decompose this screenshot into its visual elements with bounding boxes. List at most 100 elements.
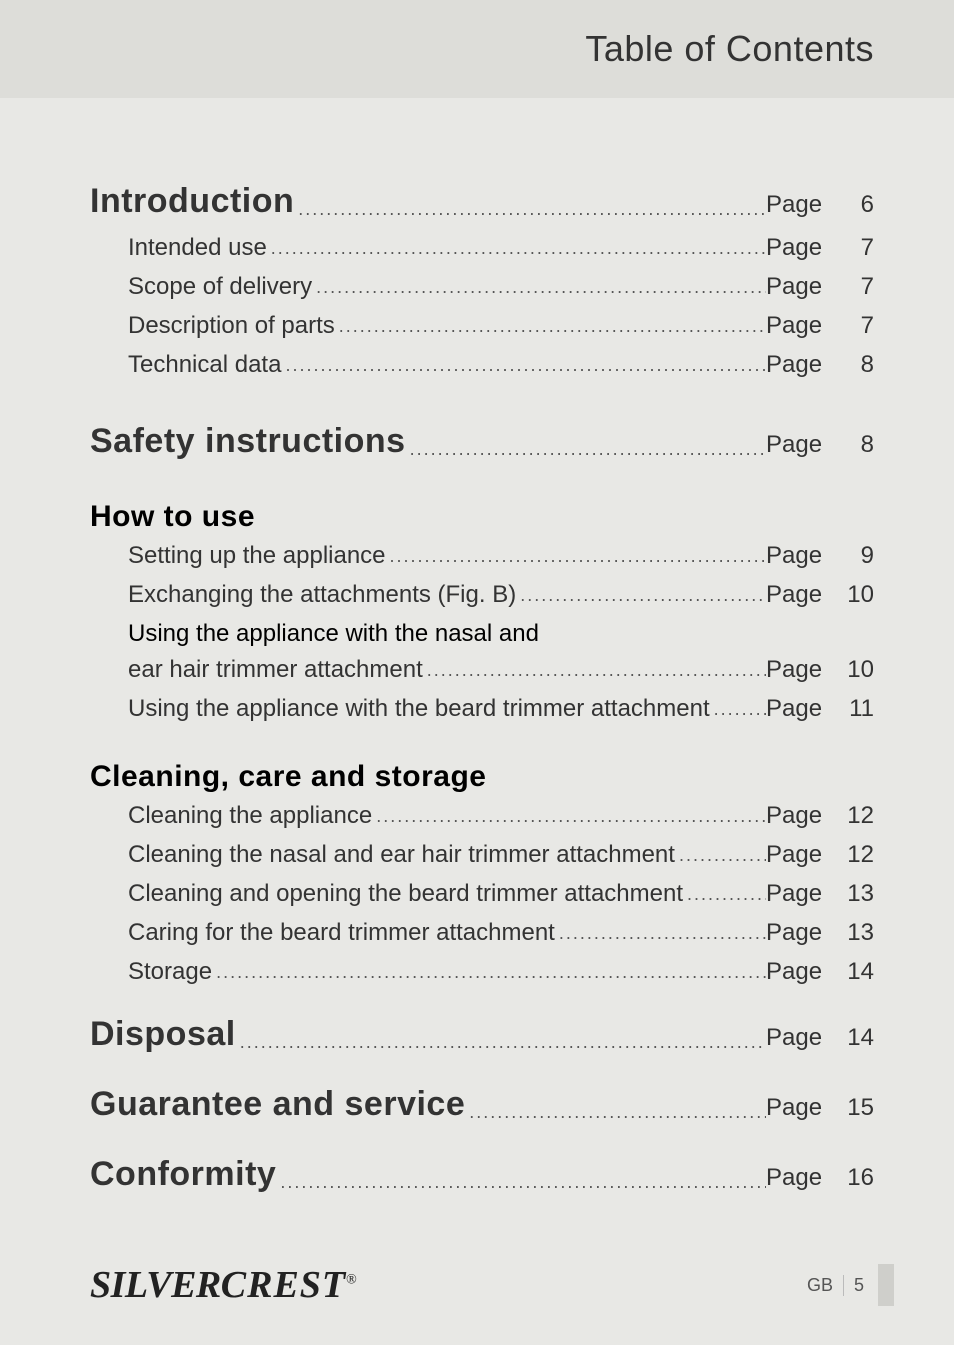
- toc-label: Description of parts: [128, 308, 335, 344]
- page-number: 11: [834, 691, 874, 727]
- page-number: 10: [834, 577, 874, 613]
- page-number: 13: [834, 876, 874, 912]
- footer-page-number: 5: [844, 1275, 878, 1296]
- page-number: 14: [834, 954, 874, 990]
- toc-label: Introduction: [90, 176, 294, 227]
- toc-multiline-line1: Using the appliance with the nasal and: [90, 616, 874, 652]
- brand-crest: CREST: [221, 1264, 346, 1306]
- toc-label: Disposal: [90, 1009, 236, 1060]
- page-word: Page: [766, 347, 834, 383]
- leader-dots: [312, 274, 766, 301]
- toc-row-guarantee: Guarantee and service Page 15: [90, 1079, 874, 1130]
- toc-row-cleaning-appliance: Cleaning the appliance Page 12: [90, 798, 874, 834]
- toc-row-conformity: Conformity Page 16: [90, 1149, 874, 1200]
- leader-dots: [294, 196, 766, 223]
- footer-lang: GB: [807, 1275, 844, 1296]
- page-number: 9: [834, 538, 874, 574]
- leader-dots: [465, 1099, 766, 1126]
- toc-row-caring-beard: Caring for the beard trimmer attachment …: [90, 915, 874, 951]
- page-number: 7: [834, 230, 874, 266]
- toc-content: Introduction Page 6 Intended use Page 7 …: [0, 98, 954, 1200]
- page-number: 13: [834, 915, 874, 951]
- header-title: Table of Contents: [585, 28, 874, 70]
- toc-label: Scope of delivery: [128, 269, 312, 305]
- leader-dots: [516, 582, 766, 609]
- registered-icon: ®: [346, 1272, 356, 1287]
- toc-label: Caring for the beard trimmer attachment: [128, 915, 555, 951]
- page-word: Page: [766, 187, 834, 223]
- toc-label: Cleaning and opening the beard trimmer a…: [128, 876, 683, 912]
- toc-label: ear hair trimmer attachment: [128, 652, 423, 688]
- toc-label: Intended use: [128, 230, 267, 266]
- leader-dots: [236, 1029, 766, 1056]
- page-number: 6: [834, 187, 874, 223]
- toc-label: Technical data: [128, 347, 281, 383]
- toc-label: Cleaning the nasal and ear hair trimmer …: [128, 837, 675, 873]
- toc-row-description: Description of parts Page 7: [90, 308, 874, 344]
- page-number: 15: [834, 1090, 874, 1126]
- page-number: 8: [834, 347, 874, 383]
- toc-label: Conformity: [90, 1149, 276, 1200]
- page-number: 8: [834, 427, 874, 463]
- leader-dots: [555, 920, 766, 947]
- header-band: Table of Contents: [0, 0, 954, 98]
- page-number: 7: [834, 308, 874, 344]
- leader-dots: [406, 436, 766, 463]
- page-number: 16: [834, 1160, 874, 1196]
- page-number: 10: [834, 652, 874, 688]
- footer-page-indicator: GB 5: [807, 1264, 894, 1306]
- leader-dots: [212, 959, 766, 986]
- toc-label: Guarantee and service: [90, 1079, 465, 1130]
- leader-dots: [423, 657, 766, 684]
- footer: SILVERCREST® GB 5: [0, 1263, 954, 1307]
- leader-dots: [386, 543, 766, 570]
- toc-label: Setting up the appliance: [128, 538, 386, 574]
- leader-dots: [281, 352, 766, 379]
- page-word: Page: [766, 427, 834, 463]
- page-word: Page: [766, 798, 834, 834]
- toc-label: Using the appliance with the beard trimm…: [128, 691, 710, 727]
- toc-label: Exchanging the attachments (Fig. B): [128, 577, 516, 613]
- page-word: Page: [766, 577, 834, 613]
- toc-row-ear-hair: ear hair trimmer attachment Page 10: [90, 652, 874, 688]
- toc-row-disposal: Disposal Page 14: [90, 1009, 874, 1060]
- page-word: Page: [766, 1160, 834, 1196]
- page-word: Page: [766, 269, 834, 305]
- page-word: Page: [766, 652, 834, 688]
- section-heading-cleaning: Cleaning, care and storage: [90, 760, 874, 794]
- page-word: Page: [766, 837, 834, 873]
- toc-label: Storage: [128, 954, 212, 990]
- leader-dots: [675, 842, 766, 869]
- toc-row-setting-up: Setting up the appliance Page 9: [90, 538, 874, 574]
- toc-row-beard-trimmer: Using the appliance with the beard trimm…: [90, 691, 874, 727]
- page-word: Page: [766, 954, 834, 990]
- brand-silver: SILVER: [90, 1264, 221, 1306]
- toc-row-cleaning-nasal: Cleaning the nasal and ear hair trimmer …: [90, 837, 874, 873]
- leader-dots: [683, 881, 766, 908]
- toc-row-cleaning-opening: Cleaning and opening the beard trimmer a…: [90, 876, 874, 912]
- page-number: 14: [834, 1020, 874, 1056]
- page-number: 12: [834, 798, 874, 834]
- page-word: Page: [766, 876, 834, 912]
- page-word: Page: [766, 538, 834, 574]
- leader-dots: [372, 803, 766, 830]
- page-word: Page: [766, 1090, 834, 1126]
- toc-row-introduction: Introduction Page 6: [90, 176, 874, 227]
- toc-row-storage: Storage Page 14: [90, 954, 874, 990]
- leader-dots: [267, 235, 766, 262]
- toc-label: Safety instructions: [90, 416, 406, 467]
- toc-row-safety: Safety instructions Page 8: [90, 416, 874, 467]
- page-number: 12: [834, 837, 874, 873]
- leader-dots: [335, 313, 766, 340]
- page-word: Page: [766, 915, 834, 951]
- toc-row-technical: Technical data Page 8: [90, 347, 874, 383]
- toc-row-exchanging: Exchanging the attachments (Fig. B) Page…: [90, 577, 874, 613]
- leader-dots: [276, 1169, 766, 1196]
- toc-label: Cleaning the appliance: [128, 798, 372, 834]
- section-heading-how-to-use: How to use: [90, 500, 874, 534]
- page-number: 7: [834, 269, 874, 305]
- toc-row-scope: Scope of delivery Page 7: [90, 269, 874, 305]
- page-word: Page: [766, 308, 834, 344]
- page-word: Page: [766, 1020, 834, 1056]
- tab-marker-icon: [878, 1264, 894, 1306]
